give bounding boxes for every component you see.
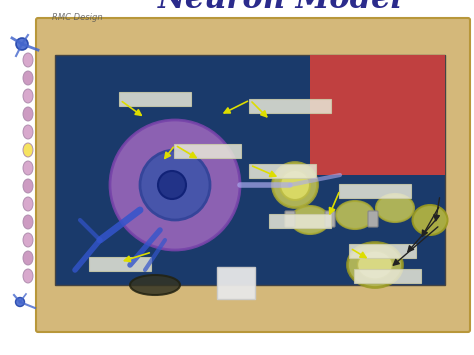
Ellipse shape (130, 275, 180, 295)
Ellipse shape (16, 297, 25, 306)
FancyBboxPatch shape (36, 18, 470, 332)
Ellipse shape (23, 125, 33, 139)
Ellipse shape (336, 201, 374, 229)
Ellipse shape (16, 38, 28, 50)
Ellipse shape (23, 143, 33, 157)
Ellipse shape (23, 53, 33, 67)
FancyBboxPatch shape (285, 211, 295, 227)
Ellipse shape (158, 171, 186, 199)
Ellipse shape (23, 179, 33, 193)
FancyBboxPatch shape (89, 257, 151, 271)
Ellipse shape (23, 233, 33, 247)
Ellipse shape (347, 242, 402, 288)
FancyBboxPatch shape (269, 214, 331, 228)
Ellipse shape (291, 206, 329, 234)
Ellipse shape (23, 269, 33, 283)
Ellipse shape (110, 120, 240, 250)
FancyBboxPatch shape (349, 244, 416, 258)
Ellipse shape (23, 71, 33, 85)
FancyBboxPatch shape (217, 267, 255, 299)
Ellipse shape (273, 163, 318, 208)
Ellipse shape (23, 197, 33, 211)
Ellipse shape (412, 205, 447, 235)
Ellipse shape (23, 161, 33, 175)
FancyBboxPatch shape (325, 211, 335, 227)
Ellipse shape (23, 251, 33, 265)
Ellipse shape (23, 89, 33, 103)
FancyBboxPatch shape (310, 55, 445, 175)
Ellipse shape (140, 150, 210, 220)
FancyBboxPatch shape (354, 269, 421, 283)
Ellipse shape (23, 107, 33, 121)
Text: Neuron Model: Neuron Model (157, 0, 402, 15)
FancyBboxPatch shape (249, 164, 316, 178)
Text: RMC Design: RMC Design (52, 13, 103, 22)
Ellipse shape (357, 251, 392, 279)
Ellipse shape (376, 194, 414, 222)
FancyBboxPatch shape (249, 99, 331, 113)
FancyBboxPatch shape (119, 92, 191, 106)
Ellipse shape (23, 215, 33, 229)
FancyBboxPatch shape (55, 55, 445, 285)
Ellipse shape (280, 170, 310, 200)
FancyBboxPatch shape (368, 211, 378, 227)
FancyBboxPatch shape (174, 144, 241, 158)
FancyBboxPatch shape (339, 184, 411, 198)
